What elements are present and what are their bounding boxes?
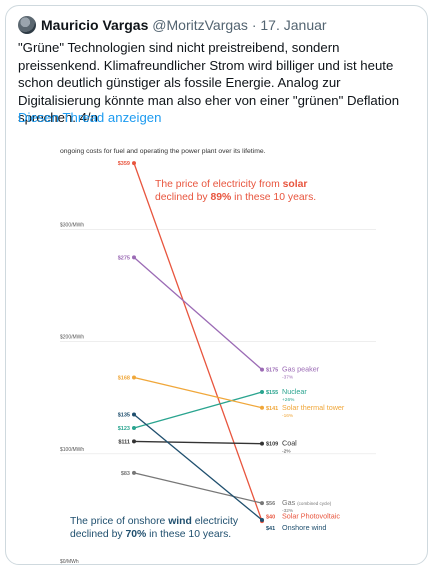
price-chart: ongoing costs for fuel and operating the…: [60, 148, 376, 565]
start-point-gas_peaker: [132, 255, 136, 260]
y-tick-label: $200/MWh: [60, 335, 84, 341]
end-point-nuclear: [260, 390, 264, 395]
end-value-solar_thermal: $141: [266, 406, 278, 412]
tweet-date[interactable]: 17. Januar: [260, 17, 327, 33]
series-change-gas_combined: -32%: [282, 508, 294, 514]
series-suffix-gas_combined: (combined cycle): [297, 501, 332, 506]
end-point-wind: [260, 517, 264, 522]
y-tick-label: $300/MWh: [60, 222, 84, 228]
start-point-wind: [132, 412, 136, 417]
author-name[interactable]: Mauricio Vargas: [41, 17, 149, 33]
tweet-card[interactable]: Mauricio Vargas @MoritzVargas · 17. Janu…: [5, 5, 428, 565]
end-value-nuclear: $155: [266, 390, 278, 396]
series-name-coal: Coal: [282, 439, 297, 448]
series-line-solar_thermal: [133, 376, 263, 409]
tweet-image[interactable]: ongoing costs for fuel and operating the…: [58, 138, 378, 565]
series-name-gas_peaker: Gas peaker: [282, 365, 320, 374]
end-value-coal: $109: [266, 442, 278, 448]
series-line-coal: [133, 440, 263, 445]
tweet-text: "Grüne" Technologien sind nicht preistre…: [18, 40, 400, 125]
start-value-solar: $359: [118, 161, 130, 167]
start-point-solar_thermal: [132, 375, 136, 380]
y-tick-label: $0/MWh: [60, 559, 79, 565]
solar-annotation-mid: declined by: [155, 192, 210, 203]
solar-annotation-pct: 89%: [210, 192, 231, 203]
wind-annotation-post: in these 10 years.: [146, 529, 231, 540]
series-name-gas_combined: Gas (combined cycle): [282, 498, 332, 507]
chart-subtitle: ongoing costs for fuel and operating the…: [60, 148, 266, 155]
wind-annotation-bold: wind: [167, 516, 192, 527]
series-name-nuclear: Nuclear: [282, 387, 307, 396]
series-line-gas_peaker: [133, 256, 263, 371]
start-value-gas_combined: $83: [121, 471, 130, 477]
start-value-gas_peaker: $275: [118, 255, 130, 261]
end-point-solar_thermal: [260, 405, 264, 410]
series-name-wind: Onshore wind: [282, 523, 326, 532]
start-point-solar: [132, 161, 136, 166]
series-change-coal: -2%: [282, 449, 291, 455]
start-value-solar_thermal: $168: [118, 375, 130, 381]
start-value-coal: $111: [118, 439, 130, 445]
wind-annotation-mid: electricity: [192, 516, 239, 527]
solar-annotation-pre: The price of electricity from: [155, 179, 283, 190]
solar-annotation-bold: solar: [283, 179, 308, 190]
end-value-wind: $41: [266, 526, 275, 532]
start-value-nuclear: $123: [118, 426, 130, 432]
show-thread-link[interactable]: Diesen Thread anzeigen: [18, 110, 162, 125]
series-line-gas_combined: [133, 472, 263, 504]
solar-annotation-post: in these 10 years.: [231, 192, 316, 203]
series-line-solar: [133, 162, 263, 522]
wind-annotation-pre: The price of onshore: [70, 516, 168, 527]
y-tick-label: $100/MWh: [60, 447, 84, 453]
end-point-coal: [260, 441, 264, 446]
end-value-gas_peaker: $175: [266, 368, 278, 374]
wind-annotation-line2: declined by: [70, 529, 125, 540]
series-name-solar_thermal: Solar thermal tower: [282, 403, 345, 412]
separator-dot: ·: [251, 17, 257, 33]
start-value-wind: $135: [118, 413, 130, 419]
series-change-nuclear: +26%: [282, 397, 295, 403]
series-line-wind: [133, 413, 263, 521]
end-point-gas_peaker: [260, 367, 264, 372]
wind-annotation: The price of onshore wind electricity de…: [70, 516, 241, 540]
author-handle[interactable]: @MoritzVargas: [152, 17, 248, 33]
wind-annotation-pct: 70%: [125, 529, 146, 540]
solar-annotation: The price of electricity from solar decl…: [155, 179, 316, 203]
start-point-coal: [132, 439, 136, 444]
end-value-solar: $40: [266, 515, 275, 521]
series-line-nuclear: [133, 391, 263, 429]
avatar[interactable]: [18, 16, 36, 34]
start-point-nuclear: [132, 425, 136, 430]
start-point-gas_combined: [132, 470, 136, 475]
end-value-gas_combined: $56: [266, 501, 275, 507]
series-name-solar: Solar Photovoltaic: [282, 512, 340, 521]
series-change-solar_thermal: -16%: [282, 413, 294, 419]
series-change-gas_peaker: -37%: [282, 375, 294, 381]
tweet-header: Mauricio Vargas @MoritzVargas · 17. Janu…: [41, 17, 327, 33]
end-point-gas_combined: [260, 501, 264, 506]
